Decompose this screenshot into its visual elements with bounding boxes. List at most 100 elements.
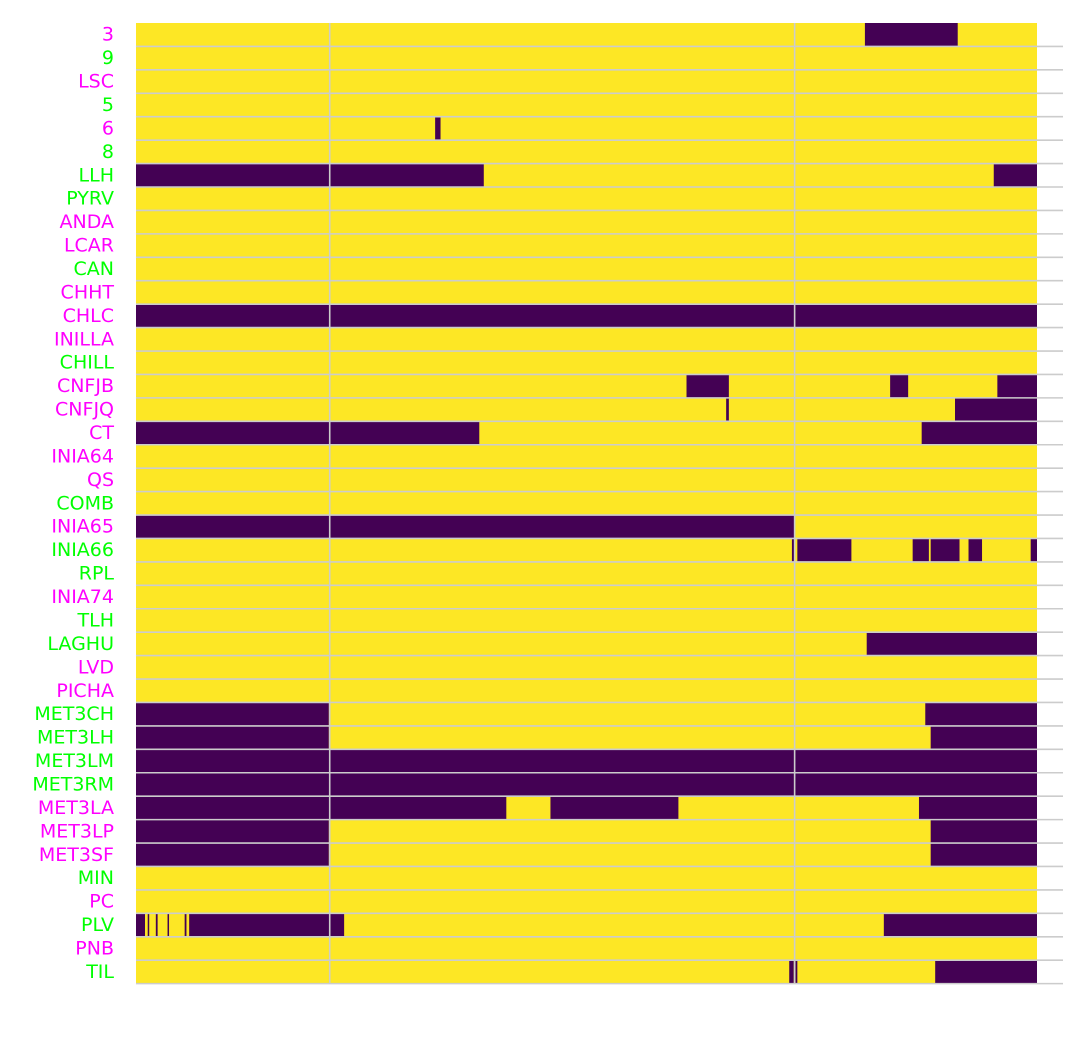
row-label-rpl: RPL bbox=[79, 563, 115, 585]
heatmap-row-picha bbox=[136, 679, 1037, 703]
row-label-met3lh: MET3LH bbox=[37, 727, 114, 749]
heatmap-row-pnb bbox=[136, 936, 1037, 961]
heatmap-row-met3ch bbox=[136, 702, 1037, 726]
heatmap-absent-segment-cnfjb-3 bbox=[997, 374, 1037, 398]
heatmap-absent-segment-met3sf-2 bbox=[930, 843, 1037, 867]
heatmap-absent-segment-plv-4 bbox=[167, 913, 170, 937]
heatmap-row-8 bbox=[136, 140, 1037, 164]
heatmap-absent-segment-laghu-1 bbox=[866, 632, 1037, 656]
heatmap-absent-segment-chlc-1 bbox=[136, 304, 1037, 328]
heatmap-absent-segment-inia66-5 bbox=[968, 538, 983, 562]
row-label-min: MIN bbox=[78, 867, 114, 889]
heatmap-row-met3sf bbox=[136, 843, 1037, 867]
heatmap-row-chht bbox=[136, 280, 1037, 305]
heatmap-row-chill bbox=[136, 351, 1037, 375]
row-label-inilla: INILLA bbox=[54, 328, 114, 350]
row-label-inia65: INIA65 bbox=[51, 516, 114, 538]
row-label-cnfjb: CNFJB bbox=[57, 375, 114, 397]
heatmap-absent-segment-til-1 bbox=[789, 960, 794, 984]
heatmap-absent-segment-met3lm-1 bbox=[136, 749, 1037, 773]
row-label-anda: ANDA bbox=[59, 211, 114, 233]
heatmap-absent-segment-inia66-2 bbox=[797, 538, 852, 562]
heatmap-absent-segment-met3ch-2 bbox=[925, 702, 1037, 726]
heatmap-absent-segment-met3la-3 bbox=[918, 796, 1037, 820]
row-label-met3sf: MET3SF bbox=[39, 844, 114, 866]
heatmap-row-min bbox=[136, 866, 1037, 890]
row-label-til: TIL bbox=[85, 961, 114, 983]
row-label-comb: COMB bbox=[56, 492, 114, 514]
heatmap-absent-segment-inia66-3 bbox=[912, 538, 929, 562]
row-label-inia66: INIA66 bbox=[51, 539, 114, 561]
heatmap-row-tlh bbox=[136, 608, 1037, 633]
heatmap-absent-segment-til-2 bbox=[795, 960, 798, 984]
row-label-met3rm: MET3RM bbox=[32, 773, 114, 795]
heatmap-row-met3lp bbox=[136, 819, 1037, 844]
heatmap-absent-segment-ct-1 bbox=[136, 421, 480, 445]
heatmap-absent-segment-inia66-1 bbox=[791, 538, 795, 562]
row-label-inia74: INIA74 bbox=[51, 586, 114, 608]
heatmap-absent-segment-met3la-2 bbox=[550, 796, 679, 820]
heatmap-absent-segment-plv-6 bbox=[189, 913, 345, 937]
row-label-can: CAN bbox=[74, 258, 114, 280]
heatmap-row-inia66 bbox=[136, 538, 1037, 562]
row-label-plv: PLV bbox=[81, 914, 114, 936]
heatmap-row-pyrv bbox=[136, 187, 1037, 211]
row-label-8: 8 bbox=[102, 141, 114, 163]
heatmap-row-inilla bbox=[136, 327, 1037, 352]
row-label-chlc: CHLC bbox=[63, 305, 114, 327]
heatmap-row-9 bbox=[136, 46, 1037, 70]
heatmap-absent-segment-3-1 bbox=[864, 23, 958, 47]
row-label-chill: CHILL bbox=[60, 352, 115, 374]
heatmap-rows bbox=[136, 23, 1037, 984]
heatmap-absent-segment-6-1 bbox=[435, 116, 441, 141]
heatmap-absent-segment-cnfjq-2 bbox=[955, 397, 1037, 422]
heatmap-row-inia74 bbox=[136, 585, 1037, 609]
gridlines bbox=[136, 23, 1063, 985]
heatmap-row-qs bbox=[136, 468, 1037, 492]
row-label-cnfjq: CNFJQ bbox=[55, 399, 114, 421]
heatmap-absent-segment-met3lp-2 bbox=[930, 819, 1037, 844]
heatmap-row-3 bbox=[136, 23, 1037, 47]
heatmap-absent-segment-inia65-1 bbox=[136, 515, 795, 539]
row-label-lcar: LCAR bbox=[64, 235, 114, 257]
row-label-tlh: TLH bbox=[77, 609, 114, 631]
heatmap-row-lcar bbox=[136, 233, 1037, 258]
row-label-lsc: LSC bbox=[78, 71, 114, 93]
heatmap-absent-segment-met3lh-2 bbox=[930, 725, 1037, 750]
heatmap-row-5 bbox=[136, 93, 1037, 117]
heatmap-absent-segment-plv-5 bbox=[184, 913, 187, 937]
heatmap-row-plv bbox=[136, 913, 1037, 937]
heatmap-absent-segment-cnfjb-1 bbox=[686, 374, 729, 398]
row-label-met3la: MET3LA bbox=[38, 797, 114, 819]
heatmap-absent-segment-plv-3 bbox=[155, 913, 158, 937]
row-label-9: 9 bbox=[102, 47, 114, 69]
heatmap-absent-segment-inia66-4 bbox=[930, 538, 960, 562]
row-label-lvd: LVD bbox=[78, 656, 114, 678]
heatmap-row-comb bbox=[136, 491, 1037, 516]
row-label-6: 6 bbox=[102, 117, 114, 139]
heatmap-row-6 bbox=[136, 116, 1037, 141]
row-label-inia64: INIA64 bbox=[51, 445, 114, 467]
heatmap-absent-segment-plv-2 bbox=[147, 913, 150, 937]
heatmap-row-anda bbox=[136, 210, 1037, 234]
heatmap-row-cnfjq bbox=[136, 397, 1037, 422]
row-label-pc: PC bbox=[89, 891, 114, 913]
heatmap-absent-segment-til-3 bbox=[935, 960, 1037, 984]
heatmap-absent-segment-llh-2 bbox=[993, 163, 1037, 188]
heatmap-absent-segment-inia66-6 bbox=[1030, 538, 1037, 562]
row-label-llh: LLH bbox=[79, 164, 114, 186]
heatmap-row-met3lh bbox=[136, 725, 1037, 750]
heatmap-absent-segment-met3lp-1 bbox=[136, 819, 329, 844]
row-label-chht: CHHT bbox=[61, 281, 115, 303]
heatmap-row-inia64 bbox=[136, 444, 1037, 469]
row-labels: 39LSC568LLHPYRVANDALCARCANCHHTCHLCINILLA… bbox=[32, 24, 114, 983]
row-label-met3ch: MET3CH bbox=[34, 703, 114, 725]
heatmap-absent-segment-cnfjq-1 bbox=[726, 397, 729, 422]
heatmap-absent-segment-cnfjb-2 bbox=[890, 374, 909, 398]
heatmap-row-cnfjb bbox=[136, 374, 1037, 398]
row-label-qs: QS bbox=[87, 469, 114, 491]
row-label-laghu: LAGHU bbox=[47, 633, 114, 655]
row-label-5: 5 bbox=[102, 94, 114, 116]
heatmap-absent-segment-met3sf-1 bbox=[136, 843, 329, 867]
